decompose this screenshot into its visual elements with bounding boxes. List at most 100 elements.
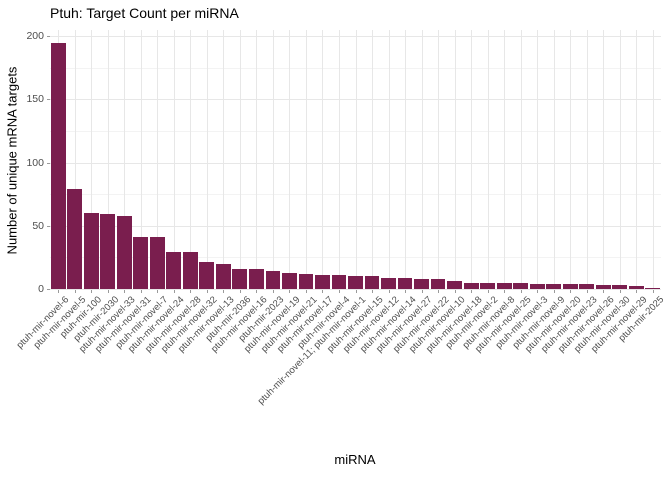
vertical-gridline bbox=[652, 30, 654, 289]
bar bbox=[645, 287, 661, 289]
vertical-gridline bbox=[107, 30, 109, 289]
x-tick-mark bbox=[74, 290, 76, 293]
bar bbox=[100, 214, 116, 289]
vertical-gridline bbox=[421, 30, 423, 289]
x-tick-mark bbox=[124, 290, 126, 293]
bar bbox=[248, 268, 264, 289]
y-tick-label: 0 bbox=[38, 283, 44, 295]
x-tick-mark bbox=[322, 290, 324, 293]
x-tick-mark bbox=[454, 290, 456, 293]
vertical-gridline bbox=[140, 30, 142, 289]
y-tick-label: 150 bbox=[26, 93, 44, 106]
vertical-gridline bbox=[586, 30, 588, 289]
bar bbox=[628, 286, 644, 289]
bar bbox=[182, 252, 198, 289]
x-tick-mark bbox=[520, 290, 522, 293]
x-tick-mark bbox=[91, 290, 93, 293]
vertical-gridline bbox=[322, 30, 324, 289]
bar bbox=[166, 252, 182, 289]
bar bbox=[529, 283, 545, 289]
bar bbox=[149, 237, 165, 289]
y-tick-label: 100 bbox=[26, 156, 44, 169]
bar bbox=[364, 276, 380, 289]
bar bbox=[496, 282, 512, 289]
x-tick-mark bbox=[487, 290, 489, 293]
vertical-gridline bbox=[405, 30, 407, 289]
y-tick-mark bbox=[47, 289, 50, 290]
y-tick-mark bbox=[47, 225, 50, 227]
vertical-gridline bbox=[289, 30, 291, 289]
x-tick-mark bbox=[58, 290, 60, 293]
bar bbox=[50, 42, 66, 289]
x-tick-mark bbox=[553, 290, 555, 293]
vertical-gridline bbox=[471, 30, 473, 289]
x-tick-mark bbox=[537, 290, 539, 293]
vertical-gridline bbox=[338, 30, 340, 289]
bar bbox=[612, 285, 628, 289]
bar bbox=[315, 275, 330, 289]
y-tick-mark bbox=[47, 36, 50, 38]
bar bbox=[215, 263, 231, 289]
y-tick-label: 50 bbox=[32, 219, 44, 232]
major-gridline bbox=[50, 289, 661, 290]
x-tick-mark bbox=[206, 290, 208, 293]
vertical-gridline bbox=[454, 30, 456, 289]
bar bbox=[298, 273, 314, 289]
x-tick-mark bbox=[355, 290, 357, 293]
bar bbox=[331, 275, 347, 289]
bar bbox=[579, 283, 595, 289]
vertical-gridline bbox=[570, 30, 572, 289]
x-tick-mark bbox=[372, 290, 373, 293]
vertical-gridline bbox=[388, 30, 390, 289]
x-tick-mark bbox=[603, 290, 605, 293]
bar bbox=[232, 268, 248, 289]
vertical-gridline bbox=[553, 30, 555, 289]
x-tick-mark bbox=[438, 290, 440, 293]
bar bbox=[595, 285, 611, 289]
vertical-gridline bbox=[124, 30, 126, 289]
bar bbox=[397, 277, 413, 289]
vertical-gridline bbox=[520, 30, 522, 289]
x-tick-mark bbox=[471, 290, 473, 293]
vertical-gridline bbox=[272, 30, 274, 289]
x-tick-mark bbox=[619, 290, 621, 293]
vertical-gridline bbox=[537, 30, 539, 289]
bar bbox=[562, 283, 578, 289]
vertical-gridline bbox=[355, 30, 357, 289]
bar bbox=[133, 237, 149, 289]
x-tick-mark bbox=[405, 290, 407, 293]
bar bbox=[430, 278, 446, 289]
vertical-gridline bbox=[636, 30, 638, 289]
vertical-gridline bbox=[372, 30, 373, 289]
x-tick-mark bbox=[421, 290, 423, 293]
bar bbox=[199, 262, 215, 289]
vertical-gridline bbox=[223, 30, 225, 289]
x-tick-mark bbox=[305, 290, 307, 293]
major-gridline bbox=[50, 225, 661, 227]
bar bbox=[381, 277, 396, 289]
vertical-gridline bbox=[487, 30, 489, 289]
x-tick-mark bbox=[338, 290, 340, 293]
vertical-gridline bbox=[91, 30, 93, 289]
x-tick-mark bbox=[157, 290, 159, 293]
vertical-gridline bbox=[190, 30, 192, 289]
vertical-gridline bbox=[438, 30, 440, 289]
bar bbox=[282, 272, 297, 289]
bar bbox=[447, 281, 462, 289]
major-gridline bbox=[50, 162, 661, 164]
y-tick-mark bbox=[47, 99, 50, 101]
vertical-gridline bbox=[157, 30, 159, 289]
x-tick-mark bbox=[570, 290, 572, 293]
x-axis-title: miRNA bbox=[334, 452, 376, 467]
x-tick-mark bbox=[388, 290, 390, 293]
bar bbox=[414, 278, 429, 289]
bar bbox=[348, 276, 363, 289]
bar bbox=[116, 215, 132, 289]
chart-title: Ptuh: Target Count per miRNA bbox=[50, 5, 239, 21]
x-tick-mark bbox=[256, 290, 258, 293]
bar bbox=[513, 282, 529, 289]
x-tick-mark bbox=[652, 290, 654, 293]
vertical-gridline bbox=[603, 30, 605, 289]
bar bbox=[83, 213, 99, 289]
